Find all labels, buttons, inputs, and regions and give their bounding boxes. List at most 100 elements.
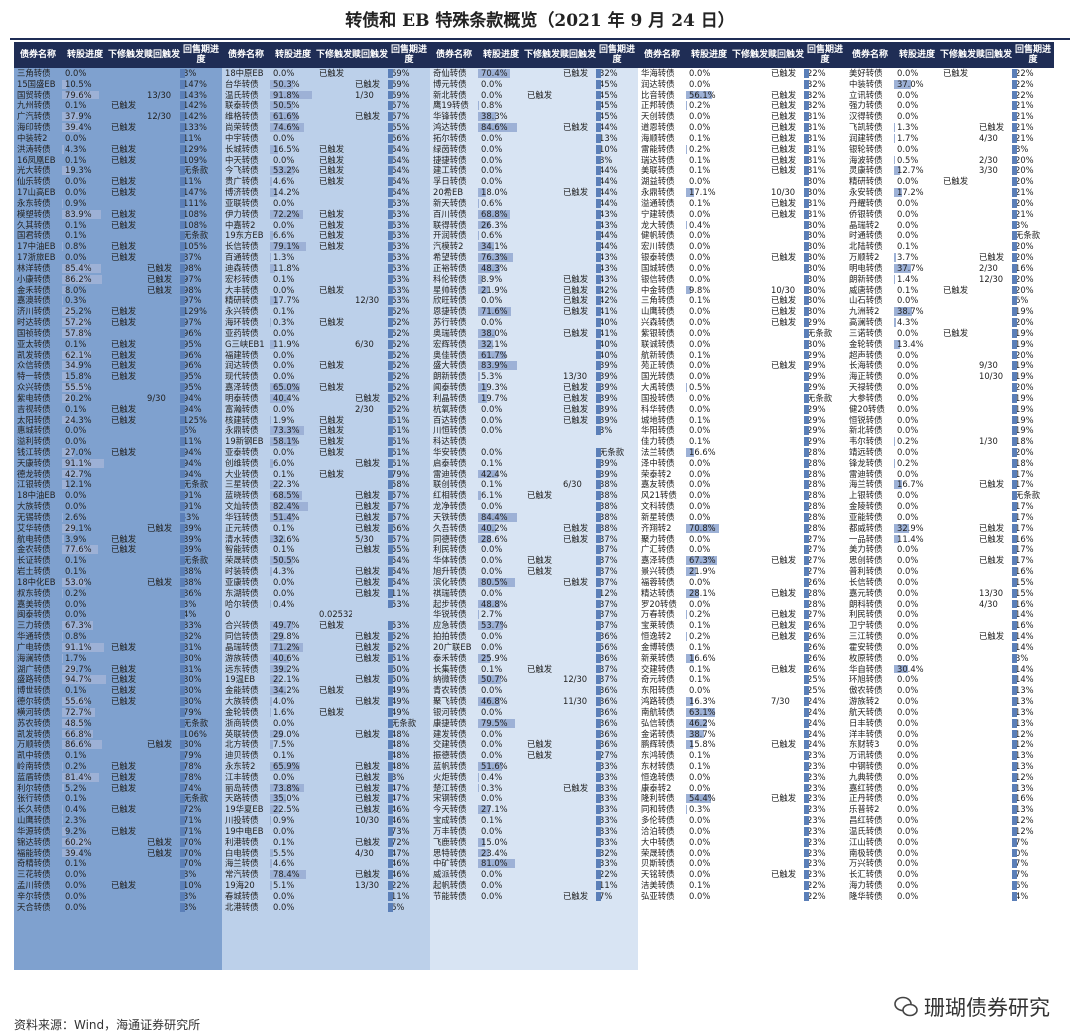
cell-prog: 3.9%: [62, 534, 108, 545]
cell-prog: 0.1%: [686, 165, 732, 176]
cell-red: [976, 469, 1012, 480]
cell-prog: 1.4%: [894, 274, 940, 285]
progress-text: 2.7%: [481, 609, 503, 620]
cell-name: 华阳转债: [641, 425, 675, 436]
cell-put: 46%: [388, 858, 430, 869]
progress-text: 0.1%: [689, 750, 711, 761]
progress-text: 4.3%: [273, 566, 295, 577]
cell-red: [768, 837, 804, 848]
cell-prog: 0.0%: [894, 393, 940, 404]
cell-name: 20广联EB: [433, 641, 472, 652]
cell-name: 鸿达转债: [433, 122, 467, 133]
cell-down: [524, 718, 560, 729]
cell-put: 81%: [180, 664, 222, 675]
cell-prog: 1.6%: [270, 707, 316, 718]
cell-red: [768, 685, 804, 696]
cell-red: [560, 436, 596, 447]
progress-text: 0.0%: [689, 825, 711, 836]
cell-red: [144, 295, 180, 306]
progress-text: 84.4%: [481, 511, 508, 522]
cell-prog: 78.4%: [270, 869, 316, 880]
cell-prog: 67.3%: [62, 620, 108, 631]
cell-down: [940, 198, 976, 209]
progress-bar: [62, 664, 76, 674]
cell-name: 利港转债: [225, 836, 259, 847]
progress-text: 50.5%: [273, 555, 300, 566]
progress-text: 78.4%: [273, 869, 300, 880]
progress-bar: [270, 393, 289, 403]
cell-put: 29%: [804, 317, 846, 328]
cell-put: 30%: [804, 252, 846, 263]
cell-down: [732, 729, 768, 740]
header-prog: 转股进度: [274, 50, 311, 60]
header-put: 回售期进度: [390, 45, 427, 65]
cell-prog: 26.3%: [478, 220, 524, 231]
cell-down: 已触发: [319, 208, 345, 219]
cell-name: 溢通转债: [641, 197, 675, 208]
cell-down: [732, 479, 768, 490]
column-put: 8% 147% 143% 142% 142% 133% 11% 129% 109% 无条款 11% 1…: [180, 68, 222, 970]
cell-name: 纳微转债: [433, 674, 467, 685]
cell-prog: 25.9%: [478, 653, 524, 664]
cell-red: [560, 209, 596, 220]
header-prog: 转股进度: [690, 50, 727, 60]
cell-red: [560, 133, 596, 144]
cell-prog: 0.0%: [894, 425, 940, 436]
cell-prog: 0.0%: [686, 176, 732, 187]
progress-text: 6.0%: [273, 457, 295, 468]
cell-down: [732, 198, 768, 209]
progress-text: 0.0%: [897, 782, 919, 793]
cell-name: 蓝盾转债: [17, 771, 51, 782]
cell-down: [108, 382, 144, 393]
cell-name: 永鼎转债: [225, 425, 259, 436]
progress-bar: [686, 588, 699, 598]
cell-prog: 0.4%: [686, 220, 732, 231]
cell-down: [108, 631, 144, 642]
cell-name: 中金转债: [641, 284, 675, 295]
cell-down: 已触发: [111, 219, 137, 230]
cell-down: [732, 274, 768, 285]
cell-prog: 0.0%: [686, 783, 732, 794]
cell-put: 13%: [1012, 718, 1054, 729]
cell-down: [524, 631, 560, 642]
cell-name: 万丰转债: [433, 825, 467, 836]
cell-prog: 0.1%: [270, 837, 316, 848]
progress-text: 0.0%: [481, 641, 503, 652]
progress-bar: [270, 426, 304, 436]
cell-red: [144, 447, 180, 458]
cell-name: 洪涛转债: [17, 143, 51, 154]
cell-name: 朗新转债: [433, 371, 467, 382]
cell-down: [940, 793, 976, 804]
cell-put: 30%: [804, 306, 846, 317]
cell-down: [316, 599, 352, 610]
cell-prog: 0.0%: [894, 198, 940, 209]
cell-down: [524, 674, 560, 685]
progress-bar: [62, 144, 64, 154]
cell-put: 7%: [1012, 858, 1054, 869]
cell-prog: 0.0%: [478, 544, 524, 555]
cell-red: [352, 371, 388, 382]
cell-name: 亚联转债: [225, 197, 259, 208]
cell-prog: 0.0%: [894, 350, 940, 361]
progress-text: 0.0%: [689, 544, 711, 555]
cell-put: 31%: [804, 133, 846, 144]
cell-name: 东财转3: [849, 739, 880, 750]
progress-text: 0.1%: [273, 468, 295, 479]
cell-prog: 0.0%: [270, 447, 316, 458]
cell-put: 20%: [1012, 155, 1054, 166]
cell-down: [940, 371, 976, 382]
cell-name: 瑞达转债: [641, 154, 675, 165]
cell-put: 45%: [596, 100, 638, 111]
cell-put: 23%: [804, 837, 846, 848]
progress-bar: [270, 762, 301, 771]
cell-down: [524, 436, 560, 447]
cell-name: 朗新转债: [849, 273, 883, 284]
cell-prog: 0.0%: [686, 230, 732, 241]
cell-red: [144, 317, 180, 328]
cell-down: [940, 599, 976, 610]
cell-name: 嘉红转债: [849, 782, 883, 793]
progress-text: 0.5%: [689, 382, 711, 393]
cell-red: [976, 620, 1012, 631]
cell-red: 已触发: [563, 122, 589, 133]
progress-text: 29.0%: [273, 728, 300, 739]
